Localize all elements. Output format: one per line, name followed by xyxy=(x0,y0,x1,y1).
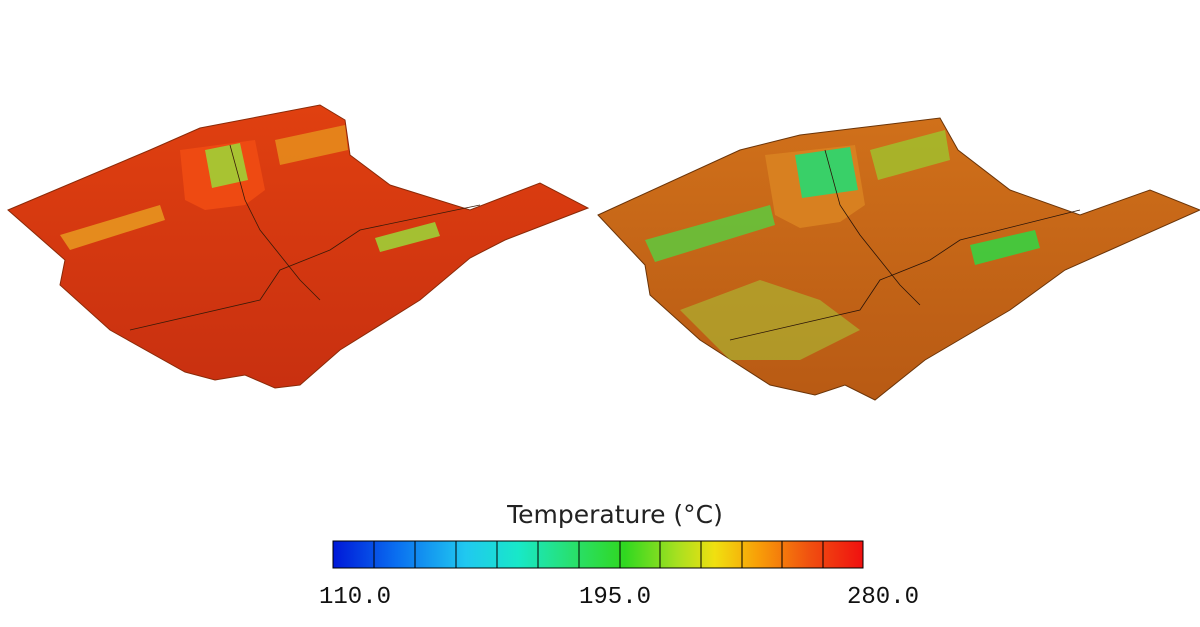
legend-title: Temperature (°C) xyxy=(506,500,723,529)
color-bar xyxy=(332,540,864,569)
edge xyxy=(229,144,321,301)
hot-patch xyxy=(60,205,165,250)
hot-patch xyxy=(375,222,440,252)
model-right xyxy=(597,117,1200,401)
legend-mid-label: 195.0 xyxy=(579,584,651,611)
cool-patch xyxy=(680,280,860,360)
cool-patch xyxy=(870,130,950,180)
legend: Temperature (°C) 110.0 195.0 280.0 xyxy=(319,500,919,611)
legend-min-label: 110.0 xyxy=(319,584,391,611)
color-bar-ticks xyxy=(373,541,824,568)
cool-patch xyxy=(795,147,858,198)
edge xyxy=(824,149,921,306)
edge xyxy=(129,204,481,331)
model-left xyxy=(7,104,590,389)
surface xyxy=(7,104,590,389)
legend-max-label: 280.0 xyxy=(847,584,919,611)
hot-patch xyxy=(275,125,348,165)
edge xyxy=(729,209,1081,341)
hot-patch xyxy=(205,143,248,188)
cool-patch xyxy=(645,205,775,262)
cool-patch xyxy=(970,230,1040,265)
